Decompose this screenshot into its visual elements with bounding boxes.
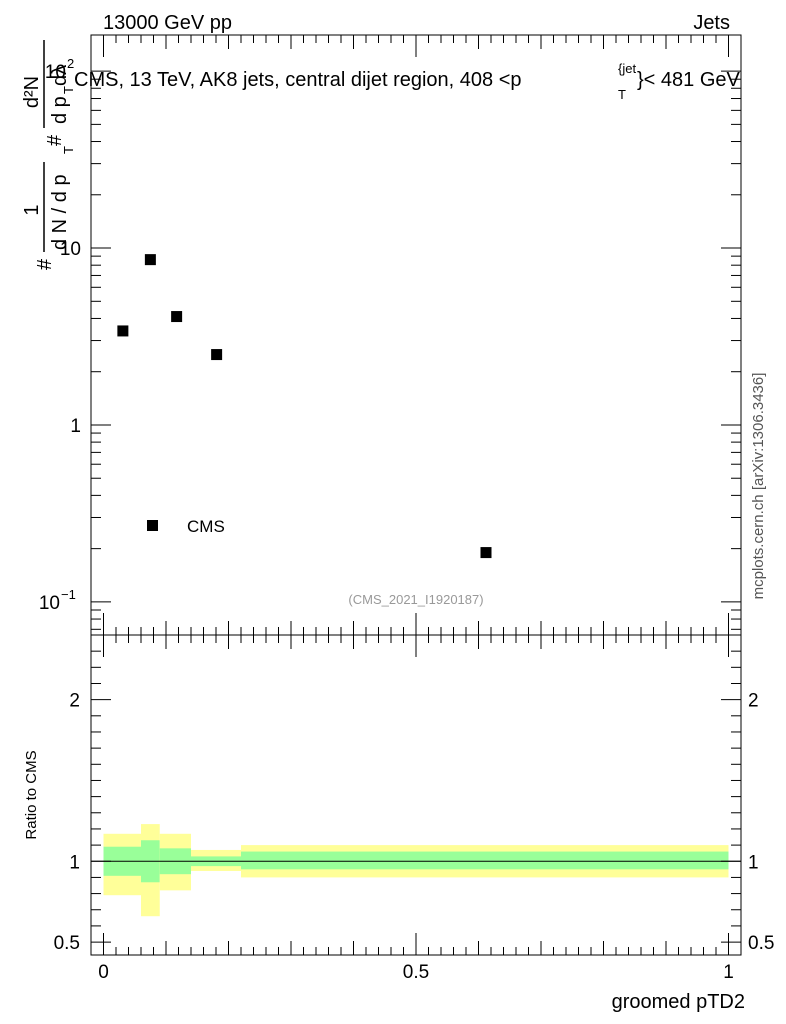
x-tick-labels: 0 0.5 1 bbox=[98, 962, 734, 983]
title-sub: T bbox=[618, 87, 626, 102]
ratio-y-tick-label-right: 2 bbox=[748, 691, 759, 712]
ratio-plot-frame bbox=[90, 634, 742, 956]
x-tick-label: 1 bbox=[723, 962, 734, 983]
main-y-ticks bbox=[91, 70, 741, 630]
main-y-tick-label-exp: 2 bbox=[67, 56, 74, 71]
svg-text:d p: d p bbox=[49, 96, 71, 124]
legend-label: CMS bbox=[187, 517, 225, 536]
plot-title: CMS, 13 TeV, AK8 jets, central dijet reg… bbox=[74, 69, 522, 91]
x-tick-label: 0 bbox=[98, 962, 109, 983]
main-y-tick-label: 10 bbox=[45, 62, 66, 83]
ratio-y-tick-label-right: 1 bbox=[748, 852, 759, 873]
ratio-y-axis-label: Ratio to CMS bbox=[23, 750, 40, 839]
x-axis-label: groomed pTD2 bbox=[612, 991, 745, 1013]
ratio-x-ticks bbox=[103, 635, 729, 955]
ratio-y-tick-labels: 0.5 0.5 1 1 2 2 bbox=[54, 691, 775, 954]
main-y-tick-label: 10 bbox=[60, 239, 81, 260]
header-right: Jets bbox=[693, 12, 730, 34]
ratio-y-ticks bbox=[91, 634, 741, 943]
data-point-cms bbox=[211, 349, 223, 361]
side-credit-label: mcplots.cern.ch [arXiv:1306.3436] bbox=[750, 373, 767, 600]
data-point-cms bbox=[144, 254, 156, 266]
ratio-bands bbox=[103, 824, 729, 917]
title-main: CMS, 13 TeV, AK8 jets, central dijet reg… bbox=[74, 69, 522, 91]
svg-text:#: # bbox=[44, 134, 66, 146]
title-tail: }< 481 GeV bbox=[637, 69, 741, 91]
main-x-ticks bbox=[103, 35, 729, 635]
svg-text:#: # bbox=[34, 258, 56, 270]
legend-marker bbox=[147, 520, 158, 531]
main-y-tick-label: 10 bbox=[39, 593, 60, 614]
svg-text:1: 1 bbox=[21, 204, 43, 215]
title-sup: {jet bbox=[618, 61, 636, 76]
ratio-y-tick-label-right: 0.5 bbox=[748, 933, 774, 954]
ratio-y-tick-label-left: 0.5 bbox=[54, 933, 80, 954]
data-point-cms bbox=[480, 547, 492, 559]
main-y-tick-label: 1 bbox=[70, 416, 81, 437]
main-y-tick-label-exp: −1 bbox=[61, 587, 76, 602]
main-y-axis-label: # 1 d N / d p T # d²N d p T dλ bbox=[21, 40, 76, 270]
data-points bbox=[117, 254, 492, 559]
svg-text:d N / d p: d N / d p bbox=[49, 174, 71, 250]
x-tick-label: 0.5 bbox=[403, 962, 429, 983]
main-plot-frame bbox=[90, 34, 742, 636]
ratio-band-inner-4 bbox=[241, 851, 729, 870]
ratio-y-tick-label-left: 1 bbox=[69, 852, 80, 873]
ratio-y-tick-label-left: 2 bbox=[69, 691, 80, 712]
svg-text:d²N: d²N bbox=[21, 76, 43, 108]
data-point-cms bbox=[117, 325, 129, 337]
data-point-cms bbox=[171, 311, 183, 323]
svg-text:dλ: dλ bbox=[49, 65, 71, 86]
analysis-watermark: (CMS_2021_I1920187) bbox=[348, 592, 483, 607]
svg-text:T: T bbox=[61, 146, 76, 154]
svg-text:T: T bbox=[61, 86, 76, 94]
header-left: 13000 GeV pp bbox=[103, 12, 232, 34]
